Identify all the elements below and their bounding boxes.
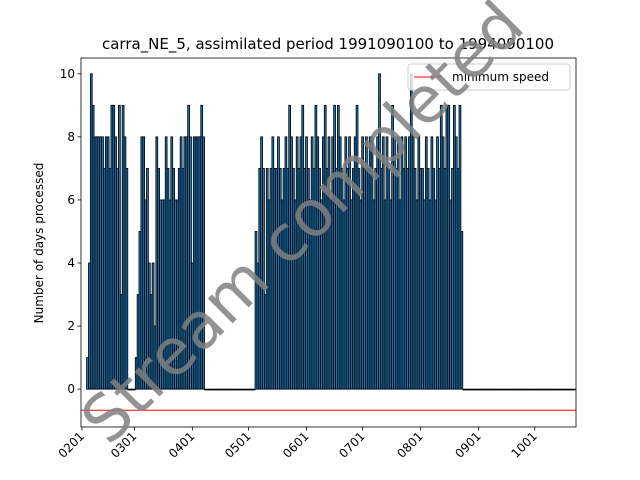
bar [460,231,464,390]
legend-box [407,63,571,91]
y-tick-label: 2 [67,319,75,333]
bar [572,388,576,391]
bar [125,167,129,390]
y-tick-label: 8 [67,130,75,144]
y-axis-label: Number of days processed [32,163,46,324]
y-tick-label: 4 [67,256,75,270]
y-tick-label: 10 [60,67,75,81]
bar [262,167,265,390]
bar [118,104,121,390]
legend: minimum speed [407,63,571,91]
y-tick-label: 6 [67,193,75,207]
y-tick-label: 0 [67,382,75,396]
legend-label: minimum speed [452,70,549,84]
plot-frame [80,57,577,428]
bar [202,136,205,390]
chart-title: carra_NE_5, assimilated period 199109010… [102,35,554,54]
